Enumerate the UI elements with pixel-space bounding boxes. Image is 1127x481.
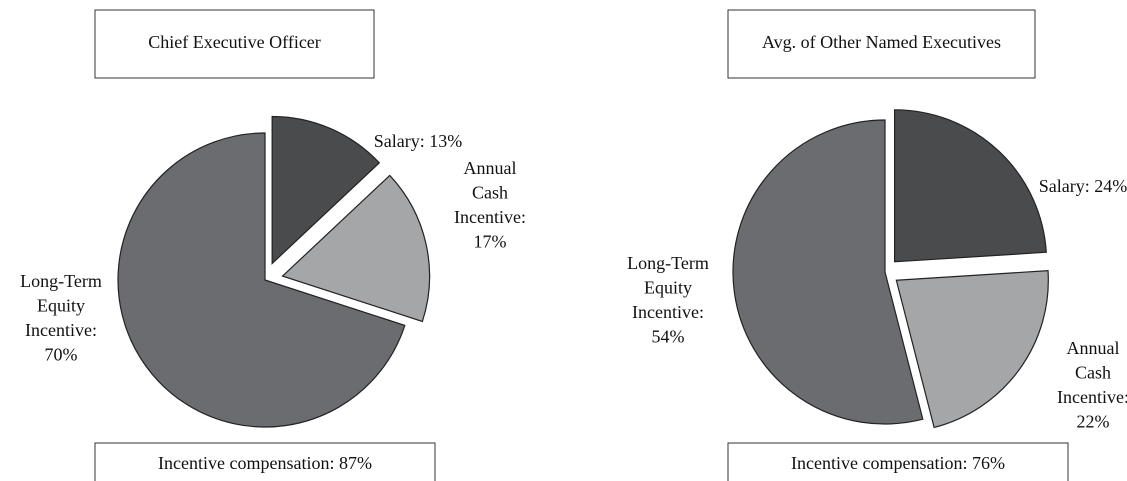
pie-slice <box>893 109 1047 263</box>
note-box <box>94 442 436 481</box>
slice-label: 17% <box>474 232 507 252</box>
slice-label: 22% <box>1077 412 1110 432</box>
note-box <box>727 442 1069 481</box>
title-box <box>94 9 375 79</box>
slice-label: Salary: 13% <box>374 131 462 151</box>
note: Incentive compensation: 76% <box>791 453 1005 473</box>
slice-label: 54% <box>652 327 685 347</box>
slice-label: Equity <box>37 296 85 316</box>
title-box <box>727 9 1036 79</box>
slice-label: 70% <box>45 345 78 365</box>
pie-slice <box>271 115 381 265</box>
pie-slice <box>281 174 431 323</box>
pie-slice <box>895 270 1049 429</box>
slice-label: Cash <box>472 183 508 203</box>
slice-label: Incentive: <box>25 320 97 340</box>
slice-label: Incentive: <box>1057 387 1127 407</box>
chart-title: Chief Executive Officer <box>148 32 321 52</box>
slice-label: Incentive: <box>632 302 704 322</box>
slice-label: Long-Term <box>627 253 709 273</box>
chart-title: Avg. of Other Named Executives <box>762 32 1001 52</box>
note: Incentive compensation: 87% <box>158 453 372 473</box>
slice-label: Salary: 24% <box>1039 176 1127 196</box>
pie-slice <box>732 119 924 425</box>
slice-label: Long-Term <box>20 271 102 291</box>
slice-label: Equity <box>644 278 692 298</box>
slice-label: Annual <box>464 158 517 178</box>
slice-label: Cash <box>1075 363 1111 383</box>
slice-label: Incentive: <box>454 207 526 227</box>
slice-label: Annual <box>1067 338 1120 358</box>
pie-slice <box>117 132 406 428</box>
